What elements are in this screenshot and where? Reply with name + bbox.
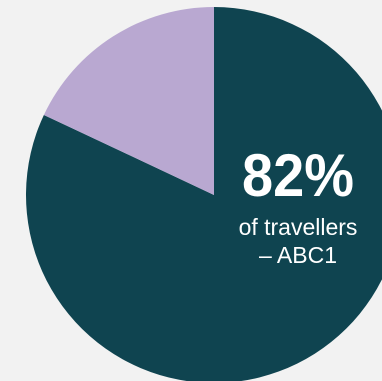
pie-slices — [26, 6, 382, 381]
annotation-line-1: of travellers — [239, 214, 358, 240]
annotation-line-2: – ABC1 — [259, 242, 337, 268]
pie-slice-1 — [43, 6, 214, 195]
pie-slice-0 — [26, 7, 382, 381]
percentage-label: 82% — [242, 142, 354, 209]
